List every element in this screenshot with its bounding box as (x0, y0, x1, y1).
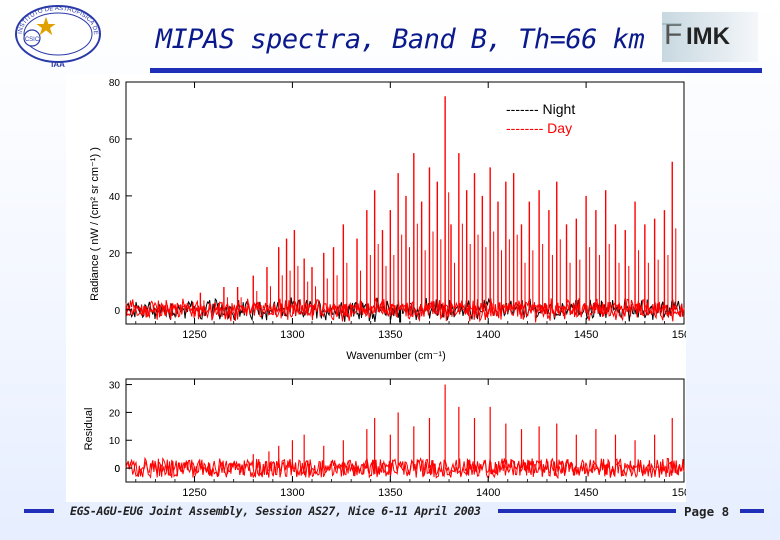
residual-plot: 12501300135014001450150000102030 (109, 378, 696, 499)
y-tick-label: 80 (109, 78, 121, 89)
footer-bar-right (740, 509, 764, 513)
page-title: MIPAS spectra, Band B, Th=66 km (155, 24, 645, 55)
csic-text: CSIC (25, 37, 40, 43)
legend-day: -------- Day (506, 120, 572, 136)
imk-logo: F IMK (662, 12, 758, 62)
legend-night: ------- Night (506, 101, 575, 117)
x-tick-label: 1250 (182, 329, 206, 341)
x-tick-label: 1450 (574, 487, 598, 499)
iaa-logo: CSIC IAA INSTITUTO DE ASTROFÍSICA DE AND… (12, 4, 101, 69)
footer-bar-left (24, 509, 54, 513)
x-tick-label: 1450 (574, 329, 598, 341)
iaa-text: IAA (51, 60, 65, 69)
y-tick-label: 60 (109, 135, 121, 146)
y-tick-label: 0 (114, 306, 120, 317)
y-tick-label: 20 (109, 249, 121, 260)
residual-series-line (125, 456, 685, 480)
y-axis-label-top: Radiance ( nW / (cm² sr cm⁻¹) ) (89, 147, 101, 301)
x-tick-label: 1300 (280, 487, 304, 499)
plot-frame (125, 378, 685, 483)
y-tick-label: 0 (114, 464, 120, 475)
x-tick-label: 1350 (378, 329, 402, 341)
day-series-noise (125, 301, 685, 318)
page-number: Page 8 (684, 504, 730, 519)
header-rule (150, 68, 762, 73)
y-tick-label: 10 (109, 436, 121, 447)
footer-bar-mid (498, 509, 676, 513)
svg-text:F: F (664, 18, 682, 51)
x-tick-label: 1300 (280, 329, 304, 341)
x-tick-label: 1250 (182, 487, 206, 499)
plot-frame (125, 81, 685, 325)
x-axis-label-top: Wavenumber (cm⁻¹) (346, 350, 446, 362)
y-axis-label-bottom: Residual (83, 408, 95, 451)
x-tick-label: 1400 (476, 329, 500, 341)
y-tick-label: 0 (114, 464, 120, 475)
x-tick-label: 1350 (378, 487, 402, 499)
y-tick-label: 30 (109, 381, 121, 392)
footer-text: EGS-AGU-EUG Joint Assembly, Session AS27… (70, 504, 481, 518)
x-tick-label: 1400 (476, 487, 500, 499)
y-tick-label: 40 (109, 192, 121, 203)
imk-text: IMK (686, 23, 731, 50)
y-tick-label: 20 (109, 408, 121, 419)
